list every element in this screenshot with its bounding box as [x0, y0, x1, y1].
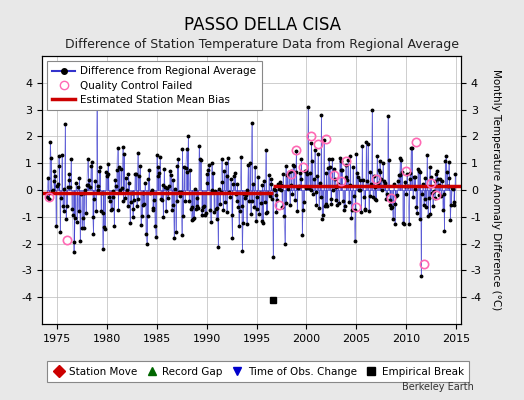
Legend: Station Move, Record Gap, Time of Obs. Change, Empirical Break: Station Move, Record Gap, Time of Obs. C…	[47, 361, 469, 382]
Text: PASSO DELLA CISA: PASSO DELLA CISA	[183, 16, 341, 34]
Text: Berkeley Earth: Berkeley Earth	[402, 382, 474, 392]
Y-axis label: Monthly Temperature Anomaly Difference (°C): Monthly Temperature Anomaly Difference (…	[492, 69, 501, 311]
Text: Difference of Station Temperature Data from Regional Average: Difference of Station Temperature Data f…	[65, 38, 459, 51]
